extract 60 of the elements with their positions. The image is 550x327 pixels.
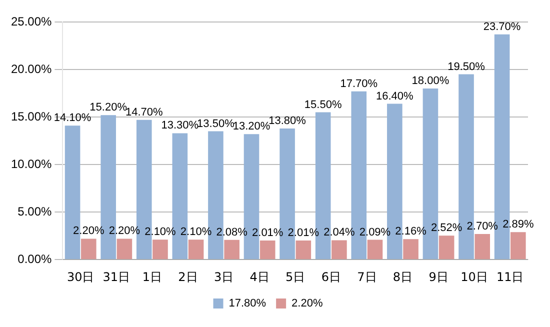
bar <box>260 240 276 260</box>
data-label: 18.00% <box>412 75 450 88</box>
bar <box>438 236 454 260</box>
data-label: 2.10% <box>180 226 212 238</box>
x-tick-label: 4日 <box>250 270 270 284</box>
data-label: 2.10% <box>144 226 176 238</box>
data-label: 2.04% <box>324 226 356 239</box>
data-label: 2.20% <box>108 225 140 238</box>
x-tick-label: 10日 <box>460 270 488 284</box>
data-label: 14.10% <box>54 112 92 124</box>
y-tick-label: 15.00% <box>10 109 52 124</box>
x-tick-label: 31日 <box>102 270 130 284</box>
data-label: 2.09% <box>359 226 391 238</box>
bar <box>474 234 490 260</box>
data-label: 14.70% <box>125 106 163 118</box>
data-label: 2.89% <box>502 218 534 231</box>
bar <box>224 240 240 260</box>
legend-label: 2.20% <box>292 298 323 310</box>
data-label: 13.80% <box>268 114 306 127</box>
data-label: 2.70% <box>466 220 498 232</box>
x-tick-label: 3日 <box>214 270 234 284</box>
data-label: 16.40% <box>376 90 414 102</box>
x-tick-label: 11日 <box>496 270 524 284</box>
bar <box>332 240 347 260</box>
data-label: 2.01% <box>252 227 284 240</box>
bar <box>188 240 204 260</box>
bar <box>510 232 526 260</box>
data-label: 2.52% <box>430 222 462 234</box>
x-tick-label: 2日 <box>178 270 198 284</box>
y-tick-label: 5.00% <box>18 204 52 218</box>
data-label: 2.01% <box>288 227 320 240</box>
legend-label: 17.80% <box>228 298 266 310</box>
x-tick-label: 1日 <box>142 270 162 284</box>
x-tick-label: 7日 <box>357 270 377 284</box>
data-label: 15.20% <box>90 102 128 114</box>
bar <box>81 238 96 260</box>
x-tick-label: 9日 <box>428 270 448 284</box>
data-label: 13.30% <box>161 120 199 132</box>
x-tick-label: 8日 <box>392 270 413 284</box>
data-label: 2.08% <box>216 226 248 238</box>
bar <box>296 240 312 260</box>
y-tick-label: 20.00% <box>10 62 52 76</box>
data-label: 13.50% <box>197 118 235 130</box>
data-label: 2.20% <box>73 225 104 238</box>
data-label: 15.50% <box>304 98 342 111</box>
data-label: 13.20% <box>232 120 270 133</box>
data-label: 17.70% <box>340 78 378 90</box>
data-label: 19.50% <box>448 60 486 73</box>
x-tick-label: 5日 <box>286 270 306 284</box>
x-tick-label: 30日 <box>66 270 94 284</box>
data-label: 23.70% <box>483 20 521 33</box>
bar <box>367 240 383 260</box>
y-tick-label: 0.00% <box>18 252 52 266</box>
bar <box>403 239 418 260</box>
x-tick-label: 6日 <box>321 270 341 284</box>
data-label: 2.16% <box>395 226 427 238</box>
y-tick-label: 10.00% <box>10 156 52 171</box>
bar <box>116 238 132 260</box>
y-tick-label: 25.00% <box>10 14 52 28</box>
bar <box>152 240 168 260</box>
